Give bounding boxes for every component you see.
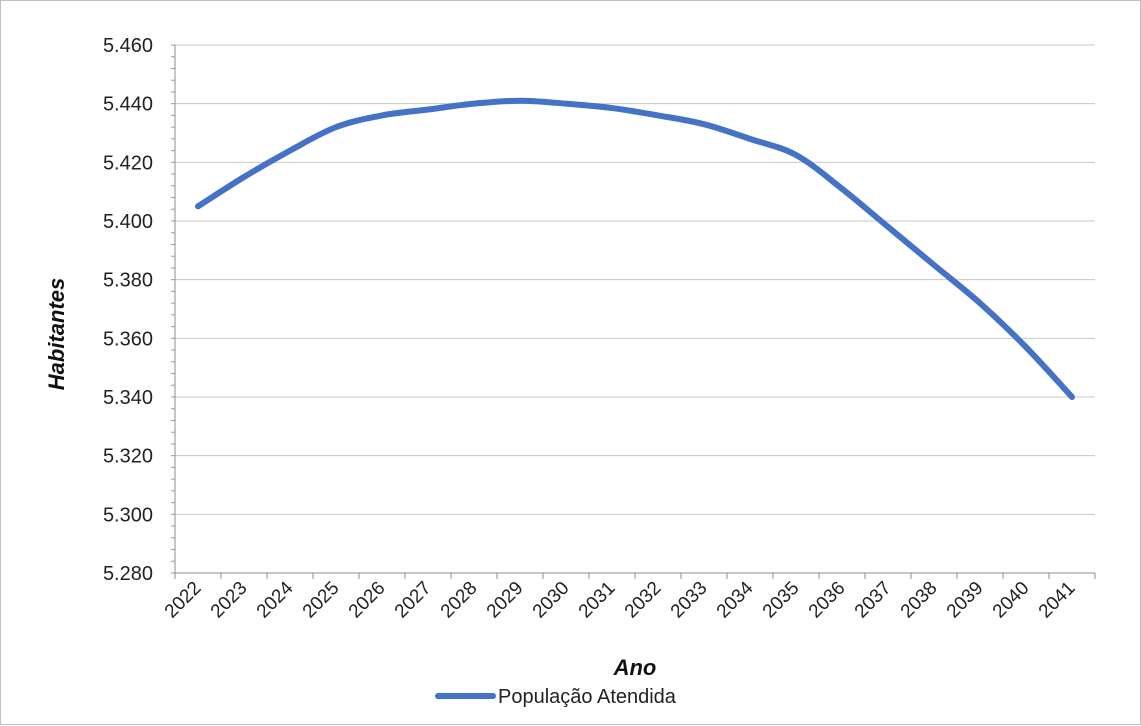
x-tick-label: 2032 xyxy=(621,578,666,623)
y-axis-title: Habitantes xyxy=(44,278,69,390)
data-point xyxy=(474,103,475,104)
data-point xyxy=(796,155,797,156)
x-tick-label: 2026 xyxy=(345,578,390,623)
series-layer xyxy=(195,97,1075,400)
x-tick-label: 2030 xyxy=(529,578,574,623)
x-tick-label: 2036 xyxy=(805,578,850,623)
data-point xyxy=(244,177,245,178)
y-tick-label: 5.400 xyxy=(103,211,153,233)
x-tick-labels: 2022 2023 2024 2025 2026 2027 2028 2029 2030 2031… xyxy=(161,577,1080,622)
y-tick-label: 5.340 xyxy=(103,387,153,409)
y-tick-label: 5.320 xyxy=(103,446,153,468)
x-tick-label: 2035 xyxy=(759,578,804,623)
data-point xyxy=(888,226,889,227)
data-point xyxy=(428,109,429,110)
x-tick-label: 2038 xyxy=(897,578,942,623)
x-tick-label: 2031 xyxy=(575,578,620,623)
data-point xyxy=(750,138,751,139)
data-point xyxy=(1026,347,1027,348)
data-point xyxy=(704,124,705,125)
x-tick-label: 2022 xyxy=(161,578,206,623)
data-point xyxy=(520,100,521,101)
y-tick-label: 5.300 xyxy=(103,504,153,526)
data-point xyxy=(612,108,613,109)
y-tick-label: 5.360 xyxy=(103,328,153,350)
x-axis-title: Ano xyxy=(613,655,657,680)
y-tick-label: 5.380 xyxy=(103,270,153,292)
x-tick-label: 2024 xyxy=(253,577,298,622)
x-tick-label: 2027 xyxy=(391,578,436,623)
data-point xyxy=(842,188,843,189)
x-tick-label: 2029 xyxy=(483,578,528,623)
data-point xyxy=(290,150,291,151)
legend-label: População Atendida xyxy=(498,686,677,708)
axes xyxy=(171,44,1096,579)
x-tick-label: 2033 xyxy=(667,578,712,623)
legend: População Atendida xyxy=(435,686,677,708)
y-tick-label: 5.280 xyxy=(103,563,153,585)
gridlines xyxy=(175,44,1095,515)
data-point xyxy=(980,303,981,304)
data-point xyxy=(198,206,199,207)
data-point xyxy=(1072,397,1073,398)
x-tick-label: 2028 xyxy=(437,578,482,623)
x-tick-label: 2023 xyxy=(207,578,252,623)
y-tick-label: 5.420 xyxy=(103,152,153,174)
y-tick-labels: 5.280 5.300 5.320 5.340 5.360 5.380 5.400 5.420… xyxy=(103,35,153,585)
data-point xyxy=(382,115,383,116)
x-tick-label: 2025 xyxy=(299,578,344,623)
y-tick-label: 5.460 xyxy=(103,35,153,57)
x-tick-label: 2041 xyxy=(1035,578,1080,623)
y-tick-label: 5.440 xyxy=(103,94,153,116)
x-tick-label: 2040 xyxy=(989,578,1034,623)
x-tick-label: 2039 xyxy=(943,578,988,623)
x-tick-label: 2037 xyxy=(851,578,896,623)
data-point xyxy=(336,127,337,128)
data-point xyxy=(934,265,935,266)
data-point xyxy=(566,103,567,104)
series-line xyxy=(195,97,1075,400)
data-point xyxy=(658,115,659,116)
x-tick-label: 2034 xyxy=(713,577,758,622)
